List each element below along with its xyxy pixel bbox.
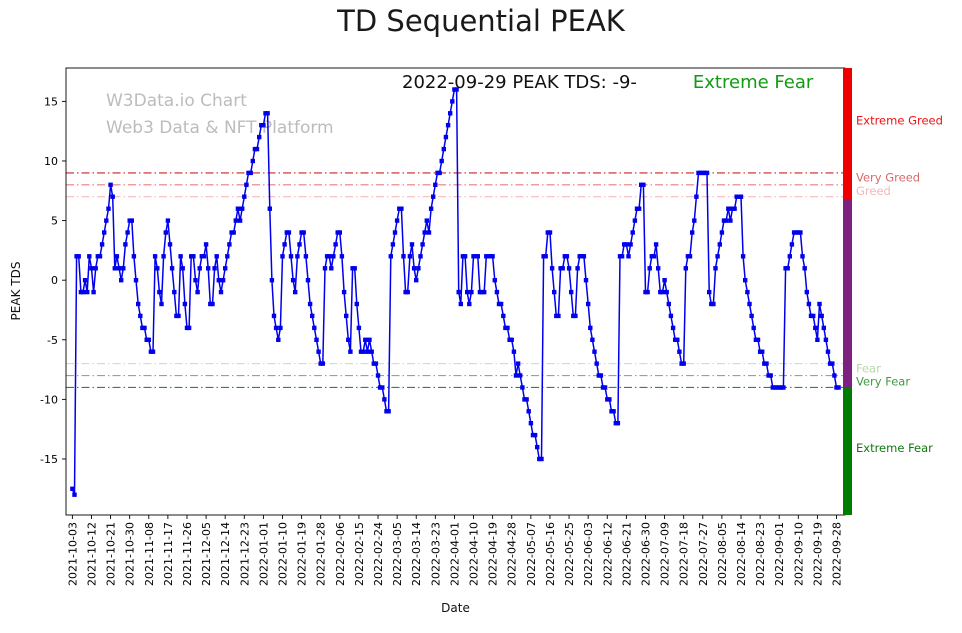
x-tick-label: 2021-10-03 <box>66 522 79 586</box>
y-tick-label: 5 <box>51 215 58 228</box>
series-markers <box>70 87 841 497</box>
x-tick-label: 2022-04-28 <box>506 522 519 586</box>
zone-label: Fear <box>856 361 881 375</box>
x-axis-ticks: 2021-10-03 2021-10-12 2021-10-21 2021-10-30… <box>66 515 844 586</box>
page-title: TD Sequential PEAK <box>337 4 625 38</box>
x-tick-label: 2022-06-03 <box>582 522 595 586</box>
y-axis-ticks: -15 -10 -5 0 5 10 15 <box>40 95 66 466</box>
y-tick-label: 10 <box>44 155 58 168</box>
x-tick-label: 2021-12-05 <box>200 522 213 586</box>
x-tick-label: 2022-06-12 <box>601 522 614 586</box>
zone-label: Very Greed <box>856 171 920 185</box>
x-tick-label: 2022-02-06 <box>334 522 347 586</box>
x-tick-label: 2022-07-18 <box>678 522 691 586</box>
x-tick-label: 2022-04-10 <box>468 522 481 586</box>
x-tick-label: 2022-08-14 <box>735 522 748 586</box>
y-tick-label: -10 <box>40 393 58 406</box>
x-tick-label: 2022-09-01 <box>773 522 786 586</box>
x-tick-label: 2022-07-09 <box>659 522 672 586</box>
x-tick-label: 2021-10-30 <box>124 522 137 586</box>
x-tick-label: 2022-09-19 <box>811 522 824 586</box>
x-tick-label: 2022-03-14 <box>410 522 423 586</box>
x-tick-label: 2022-05-07 <box>525 522 538 586</box>
reference-lines <box>66 172 845 389</box>
x-tick-label: 2022-06-21 <box>620 522 633 586</box>
x-tick-label: 2022-09-10 <box>792 522 805 586</box>
latest-reading-text: 2022-09-29 PEAK TDS: -9- <box>402 72 637 93</box>
x-tick-label: 2022-08-23 <box>754 522 767 586</box>
x-tick-label: 2022-01-28 <box>315 522 328 586</box>
x-tick-label: 2021-10-21 <box>105 522 118 586</box>
zone-label: Greed <box>856 184 891 198</box>
x-tick-label: 2021-12-14 <box>219 522 232 586</box>
x-tick-label: 2022-01-01 <box>257 522 270 586</box>
x-tick-label: 2022-03-05 <box>391 522 404 586</box>
x-tick-label: 2022-09-28 <box>831 522 844 586</box>
zone-label: Extreme Greed <box>856 113 943 127</box>
x-tick-label: 2022-05-16 <box>544 522 557 586</box>
x-tick-label: 2022-03-23 <box>429 522 442 586</box>
y-tick-label: 15 <box>44 95 58 108</box>
series-line <box>71 88 839 496</box>
x-tick-label: 2021-11-26 <box>181 522 194 586</box>
latest-reading: 2022-09-29 PEAK TDS: -9- Extreme Fear <box>402 72 813 93</box>
x-tick-label: 2021-11-17 <box>162 522 175 586</box>
sentiment-colorbar <box>843 68 852 515</box>
x-tick-label: 2022-08-05 <box>716 522 729 586</box>
x-tick-label: 2022-02-15 <box>353 522 366 586</box>
zone-label: Extreme Fear <box>856 441 933 455</box>
x-tick-label: 2022-06-30 <box>640 522 653 586</box>
x-tick-label: 2022-05-25 <box>563 522 576 586</box>
x-tick-label: 2021-10-12 <box>86 522 99 586</box>
x-axis-label: Date <box>441 601 470 615</box>
x-tick-label: 2022-02-24 <box>372 522 385 586</box>
x-tick-label: 2022-01-19 <box>296 522 309 586</box>
y-tick-label: -15 <box>40 453 58 466</box>
zone-label: Very Fear <box>856 374 910 388</box>
x-tick-label: 2021-11-08 <box>143 522 156 586</box>
latest-reading-status: Extreme Fear <box>692 72 814 93</box>
x-tick-label: 2022-04-01 <box>448 522 461 586</box>
x-tick-label: 2021-12-23 <box>238 522 251 586</box>
y-tick-label: 0 <box>51 274 58 287</box>
x-tick-label: 2022-01-10 <box>277 522 290 586</box>
x-tick-label: 2022-07-27 <box>697 522 710 586</box>
plot-frame <box>65 67 846 516</box>
y-tick-label: -5 <box>47 334 58 347</box>
x-tick-label: 2022-04-19 <box>487 522 500 586</box>
